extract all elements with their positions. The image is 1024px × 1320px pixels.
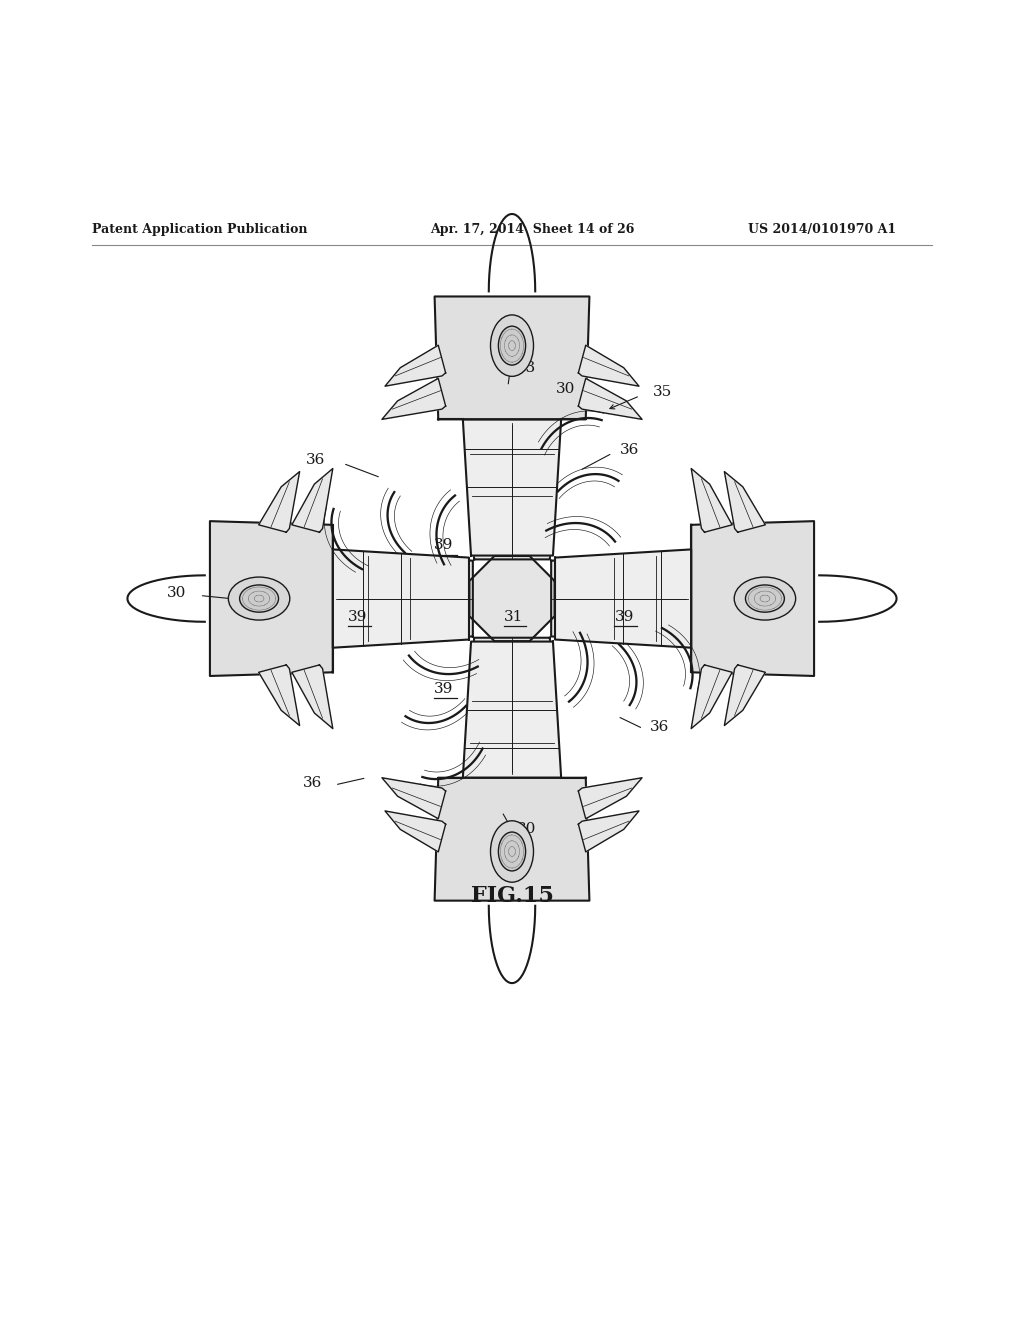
Ellipse shape: [490, 821, 534, 882]
Polygon shape: [333, 549, 469, 648]
Polygon shape: [434, 297, 590, 420]
Polygon shape: [468, 420, 556, 560]
Polygon shape: [468, 638, 556, 777]
Polygon shape: [292, 665, 333, 729]
Polygon shape: [333, 554, 473, 642]
Text: 35: 35: [653, 384, 673, 399]
Ellipse shape: [228, 577, 290, 620]
Polygon shape: [434, 777, 590, 900]
Polygon shape: [724, 471, 765, 532]
Text: 31: 31: [504, 610, 523, 624]
Polygon shape: [385, 346, 445, 387]
Text: 39: 39: [434, 539, 454, 552]
Polygon shape: [382, 379, 445, 420]
Polygon shape: [691, 665, 732, 729]
Polygon shape: [382, 777, 445, 818]
Polygon shape: [579, 777, 642, 818]
Text: FIG.15: FIG.15: [471, 886, 553, 907]
Polygon shape: [259, 471, 300, 532]
Ellipse shape: [490, 315, 534, 376]
Text: 39: 39: [614, 610, 634, 624]
Ellipse shape: [499, 326, 525, 366]
Polygon shape: [551, 554, 691, 642]
Text: 36: 36: [306, 453, 326, 467]
Ellipse shape: [240, 585, 279, 612]
Polygon shape: [210, 521, 333, 676]
Ellipse shape: [745, 585, 784, 612]
Text: 39: 39: [348, 610, 368, 624]
Polygon shape: [259, 665, 300, 726]
Text: 30: 30: [776, 586, 796, 601]
Polygon shape: [579, 379, 642, 420]
Polygon shape: [691, 521, 814, 676]
Polygon shape: [579, 810, 639, 851]
Polygon shape: [555, 549, 691, 648]
Ellipse shape: [734, 577, 796, 620]
Polygon shape: [292, 469, 333, 532]
Polygon shape: [463, 420, 561, 556]
Text: 39: 39: [434, 681, 454, 696]
Text: 30: 30: [167, 586, 186, 601]
Text: 30: 30: [517, 822, 537, 836]
Text: 30: 30: [556, 381, 575, 396]
Text: US 2014/0101970 A1: US 2014/0101970 A1: [748, 223, 896, 236]
Text: 36: 36: [620, 444, 639, 457]
Polygon shape: [691, 469, 732, 532]
Ellipse shape: [499, 832, 525, 871]
Polygon shape: [469, 556, 555, 642]
Text: 36: 36: [650, 719, 670, 734]
Text: Apr. 17, 2014  Sheet 14 of 26: Apr. 17, 2014 Sheet 14 of 26: [430, 223, 635, 236]
Polygon shape: [463, 642, 561, 777]
Polygon shape: [579, 346, 639, 387]
Polygon shape: [724, 665, 765, 726]
Text: 36: 36: [303, 776, 323, 789]
Polygon shape: [385, 810, 445, 851]
Text: Patent Application Publication: Patent Application Publication: [92, 223, 307, 236]
Text: 33: 33: [517, 362, 537, 375]
